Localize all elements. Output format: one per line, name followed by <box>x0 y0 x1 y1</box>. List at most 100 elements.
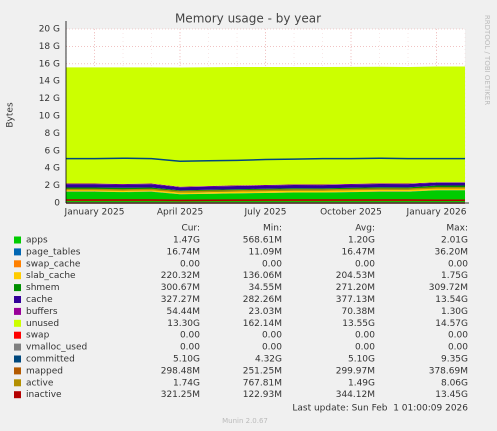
stat-value: 13.55G <box>342 319 375 329</box>
stat-value: 282.26M <box>243 295 282 305</box>
stat-value: 0.00 <box>262 259 282 269</box>
last-update: Last update: Sun Feb 1 01:00:09 2026 <box>292 404 468 414</box>
stat-value: 162.14M <box>243 319 282 329</box>
chart-title: Memory usage - by year <box>175 12 321 26</box>
legend-label: mapped <box>26 366 63 376</box>
y-tick-label: 0 <box>54 199 60 209</box>
stat-value: 5.10G <box>173 355 200 365</box>
stat-value: 34.55M <box>248 283 282 293</box>
stat-value: 377.13M <box>336 295 375 305</box>
stat-value: 327.27M <box>161 295 200 305</box>
line <box>66 187 465 193</box>
legend-label: slab_cache <box>26 271 76 281</box>
stat-header: Cur: <box>181 224 200 234</box>
side-text: RRDTOOL / TOBI OETIKER <box>483 15 491 105</box>
stat-value: 1.75G <box>441 271 468 281</box>
y-tick-label: 4 G <box>44 164 60 174</box>
stat-value: 298.48M <box>161 366 200 376</box>
legend-label: inactive <box>26 390 62 400</box>
legend-label: committed <box>26 355 75 365</box>
x-tick-label: April 2025 <box>157 208 203 218</box>
stat-value: 300.67M <box>161 283 200 293</box>
area <box>66 182 465 191</box>
legend-label: unused <box>26 319 59 329</box>
legend-swatch <box>14 367 21 375</box>
stat-value: 23.03M <box>248 307 282 317</box>
stat-value: 0.00 <box>448 259 468 269</box>
legend-label: page_tables <box>26 247 81 257</box>
legend-swatch <box>14 284 21 292</box>
stat-value: 36.20M <box>434 247 468 257</box>
stat-value: 568.61M <box>243 236 282 246</box>
stat-value: 136.06M <box>243 271 282 281</box>
stat-value: 321.25M <box>161 390 200 400</box>
y-tick-label: 18 G <box>39 42 60 52</box>
legend-label: vmalloc_used <box>26 343 87 353</box>
area <box>66 66 465 187</box>
legend-label: swap <box>26 331 50 341</box>
legend-label: active <box>26 378 54 388</box>
legend-swatch <box>14 236 21 244</box>
legend-label: shmem <box>26 283 59 293</box>
legend-swatch <box>14 260 21 268</box>
legend-label: buffers <box>26 307 58 317</box>
legend-swatch <box>14 307 21 315</box>
y-tick-label: 8 G <box>44 129 60 139</box>
legend-swatch <box>14 296 21 303</box>
stat-value: 8.06G <box>441 378 468 388</box>
y-tick-label: 20 G <box>39 25 60 35</box>
stat-value: 54.44M <box>166 307 200 317</box>
stat-value: 0.00 <box>262 331 282 341</box>
stat-value: 0.00 <box>355 331 375 341</box>
stat-value: 0.00 <box>180 331 200 341</box>
stat-value: 1.49G <box>348 378 375 388</box>
legend-swatch <box>14 331 21 339</box>
y-tick-label: 16 G <box>39 59 60 69</box>
stat-value: 378.69M <box>429 366 468 376</box>
legend-label: cache <box>26 295 53 305</box>
x-tick-label: July 2025 <box>244 208 287 218</box>
x-tick-label: October 2025 <box>320 208 382 218</box>
stat-value: 16.47M <box>341 247 375 257</box>
stat-value: 1.47G <box>173 236 200 246</box>
stat-value: 0.00 <box>180 259 200 269</box>
stat-value: 0.00 <box>355 259 375 269</box>
stat-value: 122.93M <box>243 390 282 400</box>
stat-value: 13.30G <box>167 319 200 329</box>
legend-swatch <box>14 272 21 280</box>
stat-value: 0.00 <box>448 343 468 353</box>
stat-value: 0.00 <box>448 331 468 341</box>
stat-value: 344.12M <box>336 390 375 400</box>
stat-header: Avg: <box>355 224 375 234</box>
legend-label: swap_cache <box>26 259 81 269</box>
stat-value: 220.32M <box>161 271 200 281</box>
footer: Munin 2.0.67 <box>222 417 268 425</box>
stat-value: 0.00 <box>355 343 375 353</box>
stat-value: 13.54G <box>435 295 468 305</box>
x-tick-label: January 2026 <box>406 208 467 218</box>
stat-value: 251.25M <box>243 366 282 376</box>
legend-swatch <box>14 379 21 387</box>
stat-value: 2.01G <box>441 236 468 246</box>
stat-value: 70.38M <box>341 307 375 317</box>
legend-swatch <box>14 355 21 363</box>
area <box>66 188 465 195</box>
stat-value: 1.30G <box>441 307 468 317</box>
stat-value: 767.81M <box>243 378 282 388</box>
legend-swatch <box>14 319 21 327</box>
stat-header: Max: <box>446 224 468 234</box>
stat-value: 0.00 <box>262 343 282 353</box>
stat-value: 1.20G <box>348 236 375 246</box>
legend-label: apps <box>26 236 48 246</box>
y-tick-label: 12 G <box>39 94 60 104</box>
stat-value: 5.10G <box>348 355 375 365</box>
y-tick-label: 10 G <box>39 112 60 122</box>
legend-swatch <box>14 343 21 351</box>
stat-value: 204.53M <box>336 271 375 281</box>
y-tick-label: 6 G <box>44 146 60 156</box>
legend-swatch <box>14 391 21 399</box>
stat-value: 16.74M <box>166 247 200 257</box>
stat-value: 13.45G <box>435 390 468 400</box>
stat-value: 1.74G <box>173 378 200 388</box>
